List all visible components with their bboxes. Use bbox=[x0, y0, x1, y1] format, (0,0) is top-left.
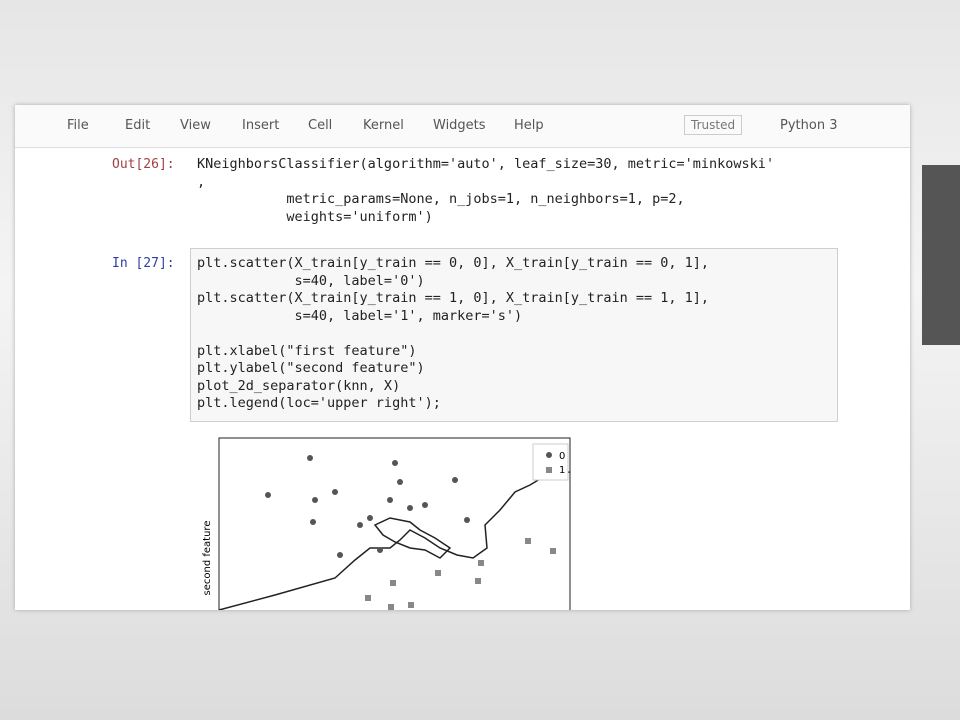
menu-item[interactable]: View bbox=[180, 118, 211, 133]
code-line: s=40, label='0') bbox=[197, 272, 425, 289]
legend-marker bbox=[546, 467, 552, 473]
plot: second feature 0 1 bbox=[202, 437, 571, 610]
code-line: plt.legend(loc='upper right'); bbox=[197, 395, 441, 411]
decision-boundary bbox=[218, 471, 571, 610]
class-0-points bbox=[265, 455, 470, 558]
legend bbox=[532, 443, 569, 481]
menu-item[interactable]: Edit bbox=[125, 118, 151, 133]
menu-item[interactable]: Kernel bbox=[363, 118, 404, 133]
code-line: s=40, label='1', marker='s') bbox=[197, 307, 523, 324]
code-line: , bbox=[197, 173, 206, 190]
menu-item[interactable]: Insert bbox=[242, 118, 280, 133]
code-line: plot_2d_separator(knn, X) bbox=[197, 377, 401, 394]
in-prompt: In [27]: bbox=[112, 256, 175, 271]
menu-item[interactable]: File bbox=[67, 118, 89, 133]
code-cell[interactable] bbox=[190, 248, 838, 422]
code-line bbox=[197, 325, 709, 343]
code-line: KNeighborsClassifier(algorithm='auto', l… bbox=[197, 156, 775, 172]
code-line: plt.scatter(X_train[y_train == 0, 0], X_… bbox=[197, 255, 710, 271]
code-text[interactable]: plt.scatter(X_train[y_train == 0, 0], X_… bbox=[197, 255, 709, 413]
code-line: weights='uniform') bbox=[197, 208, 433, 225]
code-line: plt.xlabel("first feature") bbox=[197, 342, 417, 359]
menu-item[interactable]: Help bbox=[514, 118, 544, 133]
trusted-indicator[interactable]: Trusted bbox=[684, 115, 743, 135]
legend-label: 1 bbox=[559, 465, 565, 476]
y-axis-label: second feature bbox=[202, 521, 213, 596]
notebook-window: File Edit View Insert Cell Kernel Widgets Help … bbox=[15, 105, 910, 610]
class-1-points bbox=[365, 538, 556, 610]
menu-item[interactable]: Cell bbox=[308, 118, 333, 133]
menu-bar: File Edit View Insert Cell Kernel Widgets Help bbox=[15, 105, 910, 148]
decision-boundary bbox=[373, 517, 452, 559]
code-line: metric_params=None, n_jobs=1, n_neighbor… bbox=[197, 191, 685, 207]
kernel-name[interactable]: Python 3 bbox=[780, 118, 838, 133]
side-panel bbox=[922, 165, 960, 345]
out-prompt: Out[26]: bbox=[112, 157, 175, 172]
code-line: plt.ylabel("second feature") bbox=[197, 360, 425, 376]
menu-item[interactable]: Widgets bbox=[433, 118, 486, 133]
legend-label: 0 bbox=[559, 451, 565, 462]
legend-marker bbox=[546, 452, 552, 458]
output-text: KNeighborsClassifier(algorithm='auto', l… bbox=[197, 156, 774, 226]
code-line: plt.scatter(X_train[y_train == 1, 0], X_… bbox=[197, 290, 710, 306]
